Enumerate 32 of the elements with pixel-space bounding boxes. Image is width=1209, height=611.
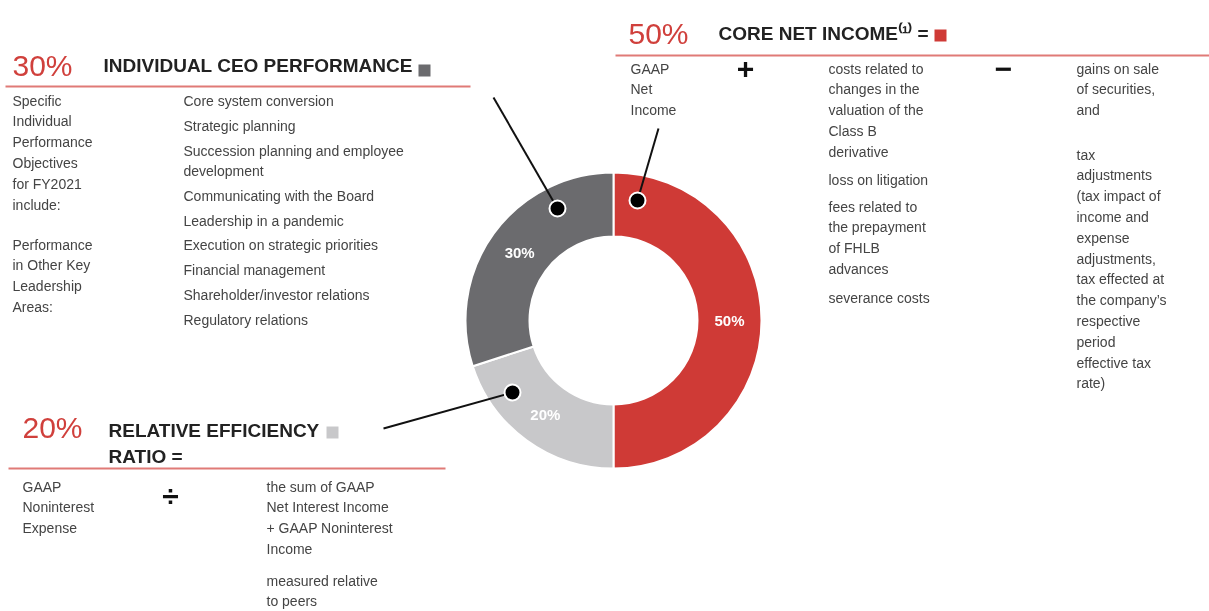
text: Regulatory relations [183,311,309,328]
text: 30% [12,49,73,82]
text: ÷ [162,478,179,512]
text: the sum of GAAP Net Interest Income + GAAP Noninterest Income [266,478,393,557]
text: 20% [22,411,83,444]
text: loss on litigation [828,171,929,188]
text: tax adjustments (tax impact of income and expense adjustments, tax effected at the company’s respective period effective tax rate) [1076,146,1167,392]
text: Execution on strategic priorities [183,236,379,253]
text: Communicating with the Board [183,187,375,204]
text: Financial management [183,261,326,278]
text: + [736,51,755,85]
text: Specific Individual Performance Objectives for FY2021 include: [12,92,93,213]
text: − [994,51,1013,85]
text: GAAP Net Income [630,60,677,119]
text: Strategic planning [183,117,296,134]
text: gains on sale of securities, and [1076,60,1160,119]
text: severance costs [828,289,930,306]
text: Succession planning and employee development [183,142,404,180]
text: measured relative to peers [266,572,378,610]
text: fees related to the prepayment of FHLB advances [828,198,926,277]
text: Core system conversion [183,92,334,109]
legend-label: CORE NET INCOME⁽¹⁾ = [718,22,929,44]
text: Leadership in a pandemic [183,212,344,229]
text: 50% [628,17,689,50]
legend-label: INDIVIDUAL CEO PERFORMANCE [103,55,413,76]
data-label: 50% [714,312,745,329]
text: GAAP Noninterest Expense [22,478,95,537]
text: Performance in Other Key Leadership Areas: [12,236,93,315]
data-label: 30% [504,243,535,261]
text: costs related to changes in the valuation of the Class B derivative [828,60,924,160]
legend-label: RELATIVE EFFICIENCY RATIO = [108,419,320,467]
text: Shareholder/investor relations [183,286,370,303]
